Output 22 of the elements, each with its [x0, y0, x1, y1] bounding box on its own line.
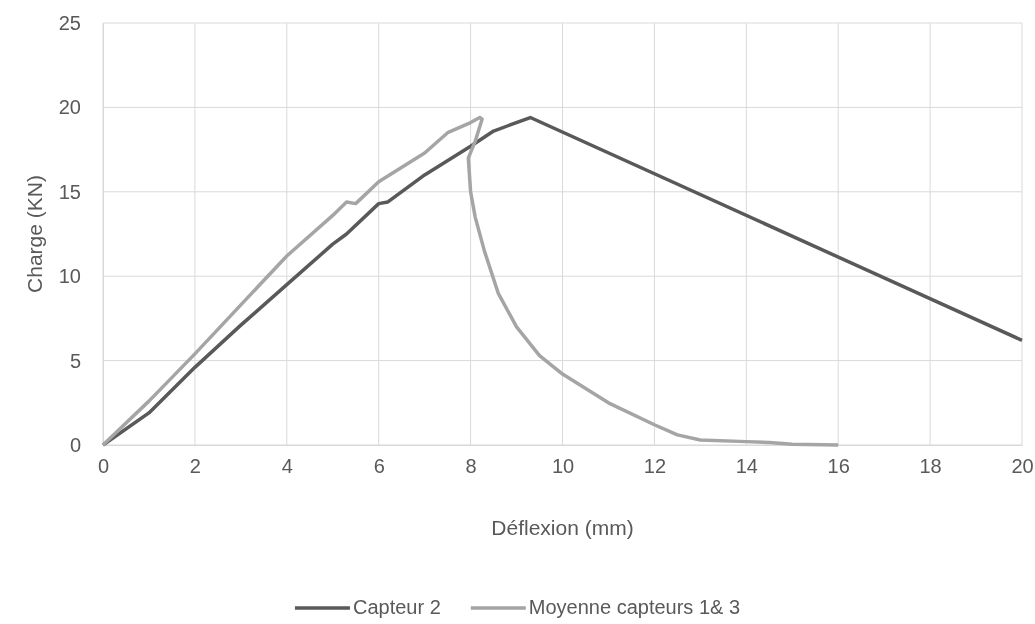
x-tick-label: 18 — [919, 455, 942, 478]
x-tick-label: 14 — [735, 455, 758, 478]
x-tick-label: 10 — [551, 455, 575, 478]
x-tick-label: 16 — [827, 455, 850, 478]
x-axis-title: Déflexion (mm) — [491, 516, 634, 539]
y-tick-label: 5 — [69, 349, 81, 372]
legend-label: Moyenne capteurs 1& 3 — [528, 596, 741, 618]
y-tick-label: 0 — [69, 433, 81, 456]
y-tick-label: 20 — [58, 96, 81, 119]
y-tick-label: 25 — [58, 11, 81, 34]
x-tick-label: 0 — [97, 455, 110, 478]
x-tick-label: 6 — [373, 455, 385, 478]
y-axis-title: Charge (KN) — [23, 175, 46, 293]
x-tick-label: 20 — [1011, 455, 1034, 478]
y-tick-label: 10 — [58, 265, 81, 288]
y-tick-label: 15 — [58, 180, 81, 203]
x-tick-label: 8 — [465, 455, 477, 478]
x-tick-label: 12 — [643, 455, 667, 478]
line-series — [101, 115, 840, 447]
x-tick-label: 4 — [281, 455, 293, 478]
x-tick-label: 2 — [189, 455, 201, 478]
legend-label: Capteur 2 — [352, 596, 441, 618]
